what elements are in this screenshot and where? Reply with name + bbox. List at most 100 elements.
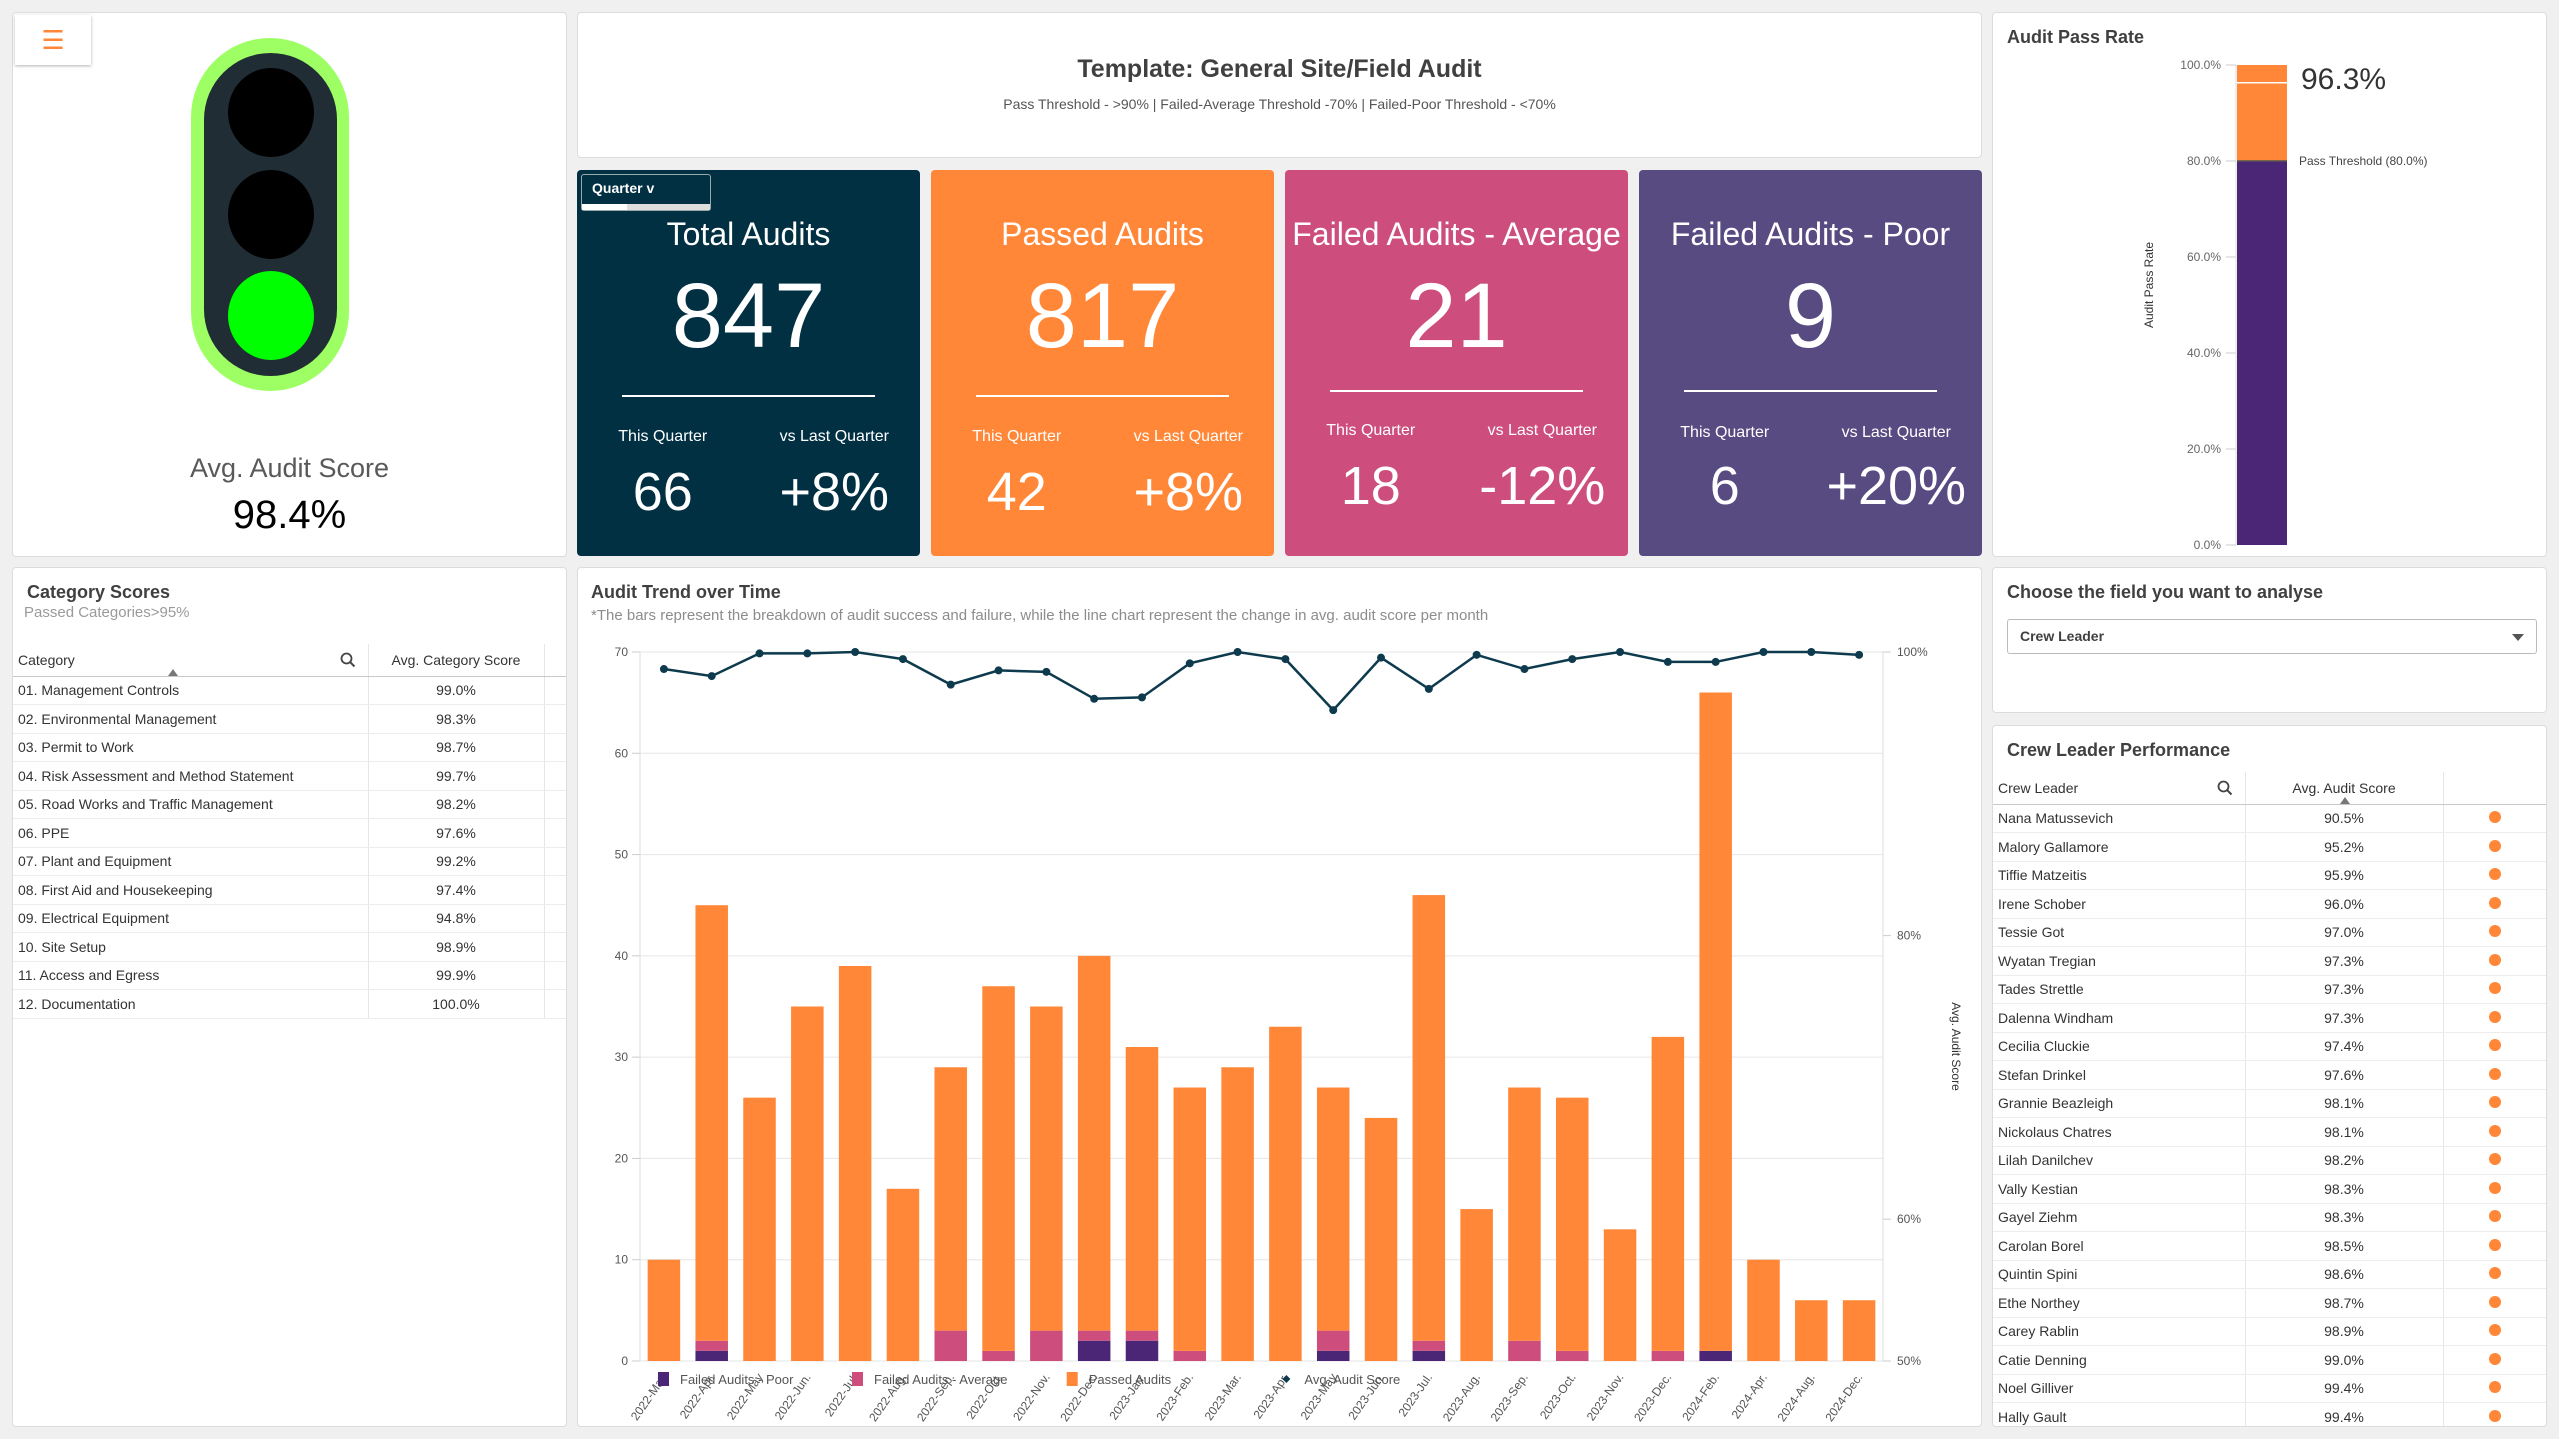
table-row[interactable]: Irene Schober 96.0% — [1993, 889, 2546, 919]
field-dropdown-value: Crew Leader — [2020, 628, 2105, 644]
field-selector-title: Choose the field you want to analyse — [2007, 582, 2324, 602]
x-tick-label: 2023-Aug. — [1440, 1371, 1483, 1424]
table-row[interactable]: Grannie Beazleigh 98.1% — [1993, 1089, 2546, 1118]
column-header-category[interactable]: Category — [13, 644, 369, 677]
legend-line-marker — [1282, 1375, 1291, 1383]
table-row[interactable]: Hally Gault 99.4% — [1993, 1402, 2546, 1426]
column-header-avg-audit-score[interactable]: Avg. Audit Score — [2245, 772, 2444, 805]
column-header-crew-leader[interactable]: Crew Leader — [1993, 772, 2246, 805]
table-row[interactable]: Tessie Got 97.0% — [1993, 918, 2546, 947]
crew-leader-score: 98.9% — [2245, 1317, 2444, 1346]
crew-leader-score: 95.9% — [2245, 861, 2444, 890]
quarter-selector-scrollbar[interactable] — [582, 204, 710, 210]
table-row[interactable]: Cecilia Cluckie 97.4% — [1993, 1032, 2546, 1061]
menu-button[interactable]: ☰ — [15, 15, 91, 65]
table-row[interactable]: Carolan Borel 98.5% — [1993, 1231, 2546, 1261]
page-title: Template: General Site/Field Audit — [1077, 55, 1482, 83]
row-spacer — [544, 761, 566, 791]
table-row[interactable]: 01. Management Controls 99.0% — [13, 676, 566, 705]
category-name: 02. Environmental Management — [13, 704, 369, 734]
category-name: 03. Permit to Work — [13, 733, 369, 762]
crew-leader-name: Nickolaus Chatres — [1993, 1117, 2246, 1147]
table-row[interactable]: 09. Electrical Equipment 94.8% — [13, 904, 566, 933]
avg-score-point — [1090, 694, 1099, 703]
bar-segment-failed-audits-average — [695, 1340, 728, 1351]
table-row[interactable]: 03. Permit to Work 98.7% — [13, 733, 566, 762]
bar-segment-failed-audits-poor — [1316, 1350, 1350, 1361]
quarter-selector[interactable]: Quarter v — [581, 174, 711, 211]
avg-score-point — [1520, 665, 1529, 674]
table-row[interactable]: 08. First Aid and Housekeeping 97.4% — [13, 875, 566, 905]
status-dot-icon — [2488, 1153, 2501, 1166]
category-score: 98.7% — [368, 733, 545, 762]
table-row[interactable]: Quintin Spini 98.6% — [1993, 1260, 2546, 1289]
table-row[interactable]: Catie Denning 99.0% — [1993, 1345, 2546, 1375]
bar-segment-passed-audits — [647, 1259, 681, 1361]
y-tick-label: 0.0% — [2194, 538, 2222, 552]
table-row[interactable]: Vally Kestian 98.3% — [1993, 1174, 2546, 1204]
table-row[interactable]: 10. Site Setup 98.9% — [13, 932, 566, 962]
x-tick-label: 2023-Oct. — [1537, 1371, 1579, 1422]
table-row[interactable]: Lilah Danilchev 98.2% — [1993, 1146, 2546, 1175]
table-row[interactable]: Carey Rablin 98.9% — [1993, 1317, 2546, 1346]
category-name: 01. Management Controls — [13, 676, 369, 705]
table-row[interactable]: Dalenna Windham 97.3% — [1993, 1003, 2546, 1033]
table-row[interactable]: Noel Gilliver 99.4% — [1993, 1374, 2546, 1403]
status-cell — [2443, 1003, 2546, 1033]
chevron-down-icon — [2512, 634, 2524, 641]
table-row[interactable]: Gayel Ziehm 98.3% — [1993, 1203, 2546, 1232]
table-row[interactable]: Tades Strettle 97.3% — [1993, 975, 2546, 1004]
avg-score-point — [1281, 655, 1290, 664]
avg-score-point — [1137, 693, 1146, 702]
table-row[interactable]: Tiffie Matzeitis 95.9% — [1993, 861, 2546, 890]
status-cell — [2443, 804, 2546, 833]
status-cell — [2443, 1345, 2546, 1375]
row-spacer — [544, 790, 566, 819]
table-row[interactable]: Nana Matussevich 90.5% — [1993, 804, 2546, 833]
table-row[interactable]: Wyatan Tregian 97.3% — [1993, 946, 2546, 976]
status-dot-icon — [2488, 1295, 2501, 1308]
category-score: 99.0% — [368, 676, 545, 705]
quarter-selector-label: Quarter v — [592, 180, 655, 196]
field-dropdown[interactable]: Crew Leader — [2007, 619, 2537, 654]
kpi-vs-value: +8% — [1133, 462, 1244, 522]
x-tick-label: 2024-Feb. — [1679, 1371, 1722, 1424]
crew-leader-score: 95.2% — [2245, 832, 2444, 862]
y-tick-label: 40 — [615, 949, 629, 963]
table-row[interactable]: 07. Plant and Equipment 99.2% — [13, 847, 566, 876]
status-dot-icon — [2488, 1039, 2501, 1052]
crew-leader-score: 97.3% — [2245, 946, 2444, 976]
bar-segment-passed-audits — [934, 1067, 968, 1331]
y-tick-label: 20 — [615, 1151, 629, 1165]
avg-score-point — [755, 649, 764, 658]
table-row[interactable]: Malory Gallamore 95.2% — [1993, 832, 2546, 862]
kpi-divider — [975, 395, 1230, 397]
x-tick-label: 2023-Nov. — [1584, 1371, 1627, 1424]
table-row[interactable]: 04. Risk Assessment and Method Statement… — [13, 761, 566, 791]
table-row[interactable]: 05. Road Works and Traffic Management 98.… — [13, 790, 566, 819]
kpi-total-audits: Quarter v Total Audits 847 This Quarter … — [577, 170, 920, 556]
table-row[interactable]: 12. Documentation 100.0% — [13, 989, 566, 1019]
kpi-this-quarter-label: This Quarter — [1326, 422, 1416, 439]
crew-leader-name: Tessie Got — [1993, 918, 2246, 947]
x-tick-label: 2024-Dec. — [1822, 1371, 1865, 1424]
table-row[interactable]: Ethe Northey 98.7% — [1993, 1288, 2546, 1318]
table-row[interactable]: Nickolaus Chatres 98.1% — [1993, 1117, 2546, 1147]
column-header-spacer — [544, 644, 566, 677]
table-row[interactable]: Stefan Drinkel 97.6% — [1993, 1060, 2546, 1090]
search-icon[interactable] — [2217, 780, 2233, 799]
kpi-value: 9 — [1784, 265, 1837, 367]
table-row[interactable]: 06. PPE 97.6% — [13, 818, 566, 848]
table-row[interactable]: 11. Access and Egress 99.9% — [13, 961, 566, 990]
status-dot-icon — [2488, 1067, 2501, 1080]
kpi-title: Passed Audits — [1001, 216, 1204, 252]
column-header-avg-category-score[interactable]: Avg. Category Score — [368, 644, 545, 677]
kpi-vs-value: +8% — [779, 462, 890, 522]
hamburger-menu-icon: ☰ — [41, 24, 65, 55]
avg-score-point — [1472, 650, 1481, 659]
search-icon[interactable] — [340, 652, 356, 671]
category-name: 04. Risk Assessment and Method Statement — [13, 761, 369, 791]
table-row[interactable]: 02. Environmental Management 98.3% — [13, 704, 566, 734]
audit-trend-chart: 0 10 20 30 40 50 60 70 50% 60% 80% 100% Avg. Audit S… — [615, 645, 1963, 1424]
crew-leader-name: Wyatan Tregian — [1993, 946, 2246, 976]
